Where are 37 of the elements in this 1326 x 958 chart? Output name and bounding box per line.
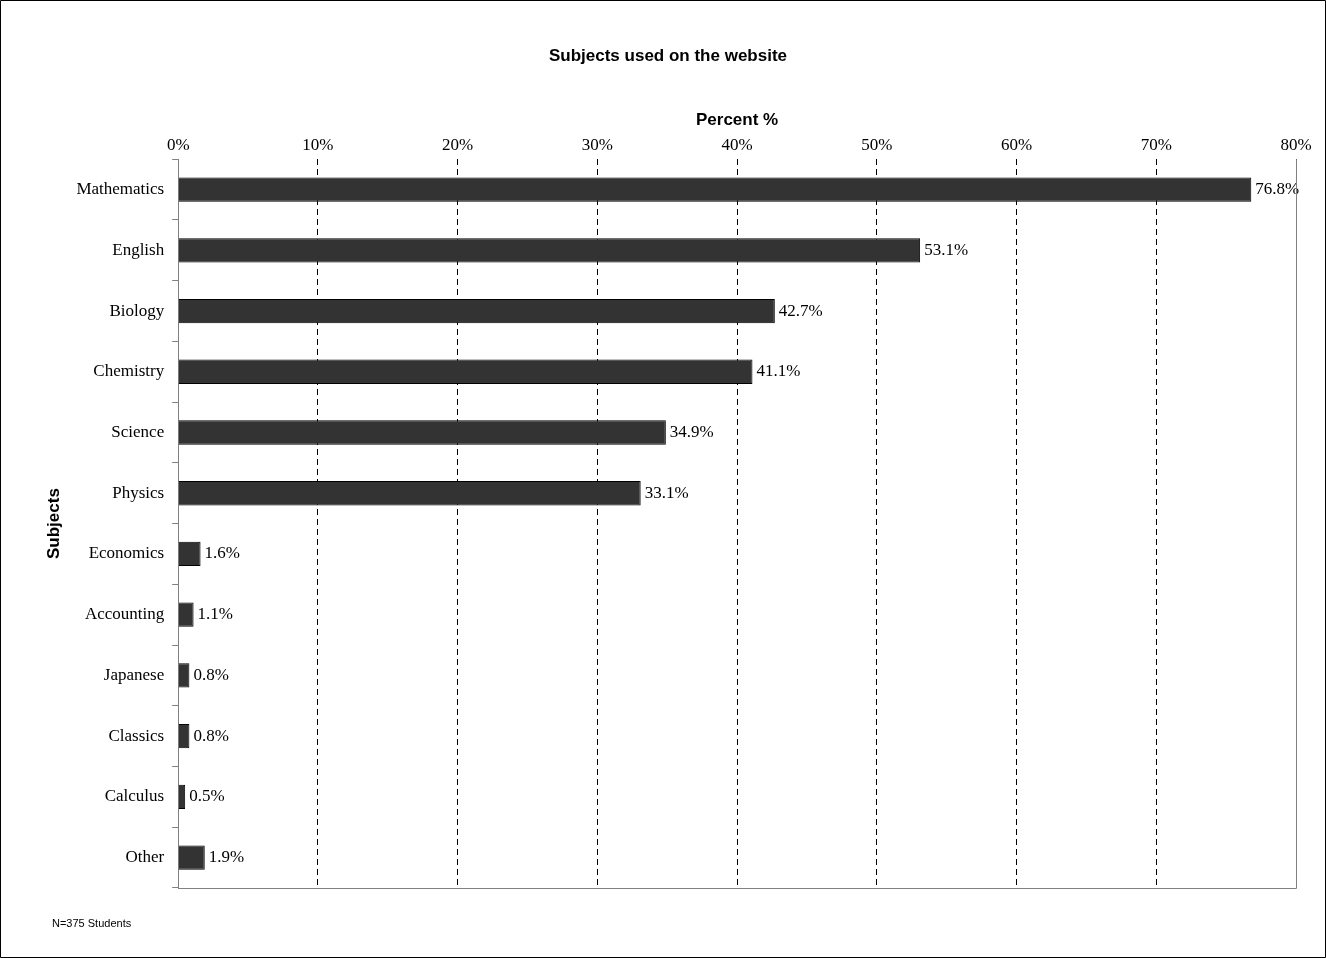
x-tick-label: 70%: [1140, 135, 1172, 155]
y-tick-label: Biology: [109, 300, 165, 320]
y-tick-label: Classics: [108, 725, 165, 745]
x-tick-label: 10%: [302, 135, 334, 155]
data-label: 34.9%: [669, 421, 714, 441]
chart-title: Subjects used on the website: [548, 45, 788, 65]
data-label: 1.6%: [204, 543, 240, 563]
y-tick-label: Accounting: [84, 604, 165, 624]
data-label: 53.1%: [924, 239, 969, 259]
y-axis-title: Subjects: [43, 488, 63, 560]
data-label: 42.7%: [778, 300, 823, 320]
y-tick-label: Japanese: [103, 664, 165, 684]
x-tick-label: 40%: [721, 135, 753, 155]
y-tick-label: Chemistry: [93, 361, 165, 381]
y-tick-label: English: [112, 239, 165, 259]
x-tick-label: 60%: [1000, 135, 1033, 155]
text: N=375 Students: [52, 917, 132, 930]
x-axis-title: Percent %: [696, 110, 779, 130]
data-label: 0.8%: [193, 725, 229, 745]
x-tick-label: 30%: [581, 135, 613, 155]
x-tick-label: 80%: [1280, 135, 1312, 155]
data-label: 1.1%: [197, 604, 233, 624]
x-tick-label: 20%: [442, 135, 474, 155]
data-label: 76.8%: [1255, 179, 1300, 199]
data-label: 0.8%: [193, 664, 229, 684]
y-tick-label: Mathematics: [76, 179, 165, 199]
x-tick-label: 0%: [166, 135, 190, 155]
x-tick-label: 50%: [861, 135, 893, 155]
y-tick-label: Science: [111, 421, 165, 441]
data-label: 0.5%: [189, 786, 225, 806]
y-tick-label: Economics: [88, 543, 165, 563]
y-tick-label: Calculus: [104, 786, 165, 806]
data-label: 41.1%: [756, 361, 801, 381]
y-tick-label: Physics: [112, 482, 165, 502]
y-tick-label: Other: [125, 847, 165, 867]
data-label: 1.9%: [208, 847, 245, 867]
data-label: 33.1%: [644, 482, 689, 502]
